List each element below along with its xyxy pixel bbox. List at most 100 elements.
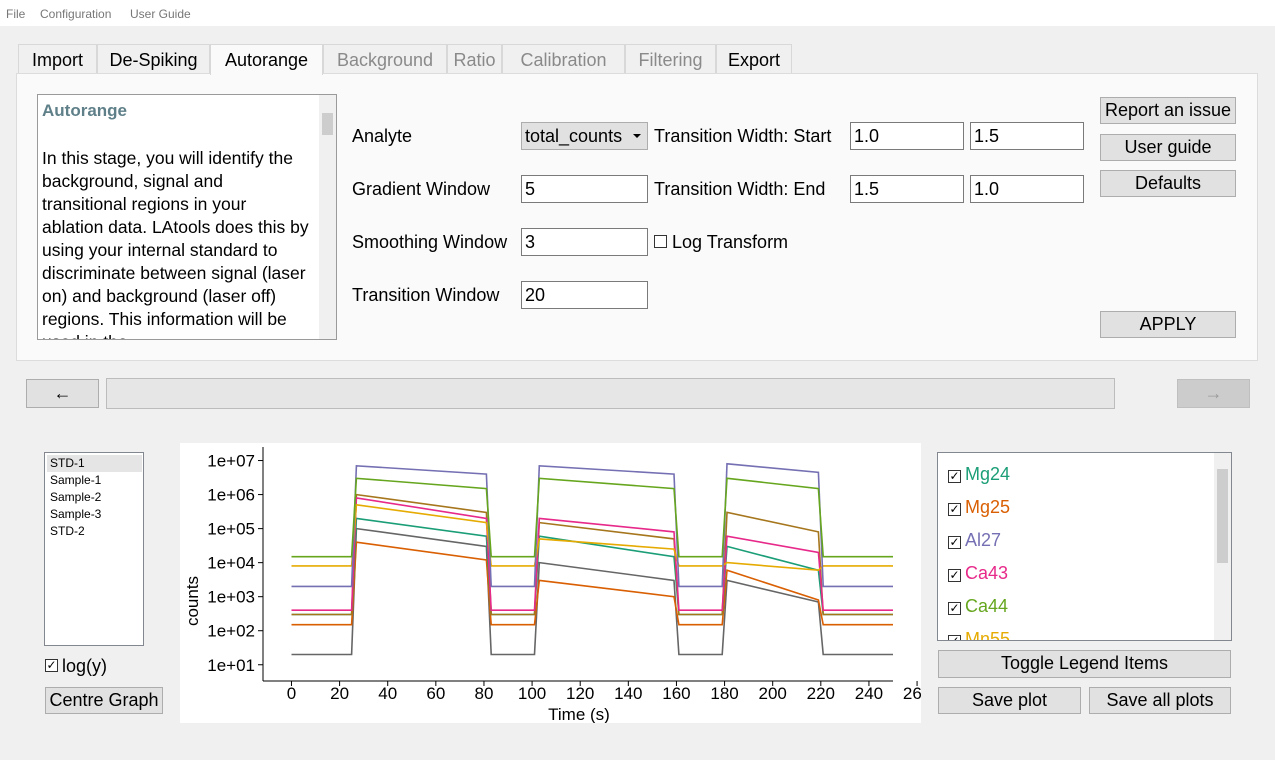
- scrollbar[interactable]: [319, 95, 336, 339]
- text-input[interactable]: 1.0: [970, 175, 1084, 203]
- series-line: [291, 477, 893, 558]
- series-line: [291, 493, 893, 616]
- tab[interactable]: Import: [18, 44, 97, 74]
- x-tick-label: 80: [474, 684, 493, 703]
- help-box: Autorange In this stage, you will identi…: [37, 94, 337, 340]
- x-tick-label: 240: [855, 684, 883, 703]
- checkbox-label[interactable]: log(y): [62, 656, 108, 676]
- button[interactable]: Toggle Legend Items: [938, 650, 1231, 678]
- series-line: [291, 496, 893, 611]
- y-tick-label: 1e+01: [207, 656, 255, 675]
- tab: Ratio: [447, 44, 502, 74]
- text-input[interactable]: 1.0: [850, 122, 964, 150]
- legend-entry[interactable]: Ca44: [965, 596, 1009, 616]
- y-tick-label: 1e+03: [207, 588, 255, 607]
- checkbox[interactable]: ✓: [45, 658, 58, 672]
- button[interactable]: Centre Graph: [45, 687, 163, 714]
- button[interactable]: User guide: [1100, 134, 1236, 161]
- y-tick-label: 1e+02: [207, 622, 255, 641]
- menu-item[interactable]: File: [6, 7, 26, 21]
- sample-item[interactable]: Sample-2: [50, 490, 102, 504]
- field-label: Smoothing Window: [352, 232, 508, 252]
- legend-checkbox[interactable]: ✓: [948, 469, 961, 483]
- legend-checkbox[interactable]: ✓: [948, 535, 961, 549]
- menu-item[interactable]: User Guide: [130, 7, 191, 21]
- x-tick-label: 200: [759, 684, 787, 703]
- sample-item[interactable]: STD-2: [50, 524, 85, 538]
- field-label: Analyte: [352, 126, 413, 146]
- x-tick-label: 0: [287, 684, 296, 703]
- sample-list: STD-1 Sample-1 Sample-2 Sample-3 STD-2: [44, 452, 144, 646]
- x-tick-label: 140: [614, 684, 642, 703]
- tab[interactable]: Autorange: [210, 44, 323, 75]
- forward-button: →: [1177, 379, 1250, 408]
- text-input[interactable]: 5: [521, 175, 648, 203]
- x-tick-label: 180: [710, 684, 738, 703]
- y-axis-label: counts: [183, 576, 202, 626]
- button[interactable]: Save plot: [938, 687, 1081, 714]
- help-title: Autorange: [42, 101, 127, 120]
- x-tick-label: 120: [566, 684, 594, 703]
- button[interactable]: Save all plots: [1089, 687, 1231, 714]
- legend-entry[interactable]: Mg24: [965, 464, 1011, 484]
- x-tick-label: 100: [518, 684, 546, 703]
- plot-widget: 1e+01 1e+02 1e+03 1e+04 1e+05 1e+06 1e+07 0 20 40…: [180, 443, 931, 724]
- x-axis-label: Time (s): [548, 705, 610, 723]
- series-line: [291, 527, 893, 656]
- field-label: Transition Window: [352, 285, 500, 305]
- series-line: [291, 503, 893, 572]
- sample-item[interactable]: Sample-1: [50, 473, 102, 487]
- series-line: [291, 517, 893, 616]
- x-tick-label: 220: [807, 684, 835, 703]
- help-text: In this stage, you will identify the bac…: [42, 148, 309, 339]
- checkbox[interactable]: [654, 235, 667, 248]
- legend-checkbox[interactable]: ✓: [948, 502, 961, 516]
- legend-checkbox[interactable]: ✓: [948, 635, 961, 640]
- series-line: [291, 462, 893, 588]
- y-tick-label: 1e+07: [207, 452, 255, 471]
- legend-entry[interactable]: Ca43: [965, 563, 1009, 583]
- field-label: Gradient Window: [352, 179, 491, 199]
- y-tick-label: 1e+04: [207, 554, 255, 573]
- chart: 1e+01 1e+02 1e+03 1e+04 1e+05 1e+06 1e+07 0 20 40…: [183, 447, 931, 724]
- button[interactable]: APPLY: [1100, 311, 1236, 338]
- scrollbar[interactable]: [1214, 453, 1231, 640]
- x-tick-label: 260: [903, 684, 921, 703]
- menu-item[interactable]: Configuration: [40, 7, 112, 21]
- x-tick-label: 20: [330, 684, 349, 703]
- tab[interactable]: Export: [716, 44, 792, 74]
- tab[interactable]: De-Spiking: [97, 44, 210, 74]
- y-tick-label: 1e+05: [207, 520, 255, 539]
- legend-checkbox[interactable]: ✓: [948, 568, 961, 582]
- x-tick-label: 40: [378, 684, 397, 703]
- field-label: Transition Width: End: [654, 179, 826, 199]
- analyte-dropdown[interactable]: total_counts: [521, 122, 648, 150]
- text-input[interactable]: 1.5: [970, 122, 1084, 150]
- button[interactable]: Defaults: [1100, 170, 1236, 197]
- legend-entry[interactable]: Mg25: [965, 497, 1011, 517]
- legend-panel: ✓ Mg24 ✓ Mg25 ✓ Al27 ✓ Ca43 ✓ Ca44 ✓ Mn55: [937, 452, 1232, 641]
- tab: Background: [323, 44, 447, 74]
- legend-entry[interactable]: Al27: [965, 530, 1002, 550]
- y-tick-label: 1e+06: [207, 486, 255, 505]
- tab: Calibration: [502, 44, 625, 74]
- menu-bar: File Configuration User Guide: [0, 0, 1275, 26]
- plot-lines: [291, 462, 893, 656]
- text-input[interactable]: 20: [521, 281, 648, 309]
- sample-item[interactable]: Sample-3: [50, 507, 102, 521]
- tab: Filtering: [625, 44, 716, 74]
- legend-checkbox[interactable]: ✓: [948, 601, 961, 615]
- field-label: Transition Width: Start: [654, 126, 832, 146]
- progress-bar: [106, 378, 1115, 409]
- checkbox-label[interactable]: Log Transform: [672, 232, 789, 252]
- button[interactable]: Report an issue: [1100, 97, 1236, 124]
- text-input[interactable]: 3: [521, 228, 648, 256]
- x-tick-label: 160: [662, 684, 690, 703]
- text-input[interactable]: 1.5: [850, 175, 964, 203]
- back-button[interactable]: ←: [26, 379, 99, 408]
- series-line: [291, 541, 893, 626]
- sample-item[interactable]: STD-1: [47, 455, 142, 472]
- legend-entry[interactable]: Mn55: [965, 629, 1011, 641]
- x-tick-label: 60: [426, 684, 445, 703]
